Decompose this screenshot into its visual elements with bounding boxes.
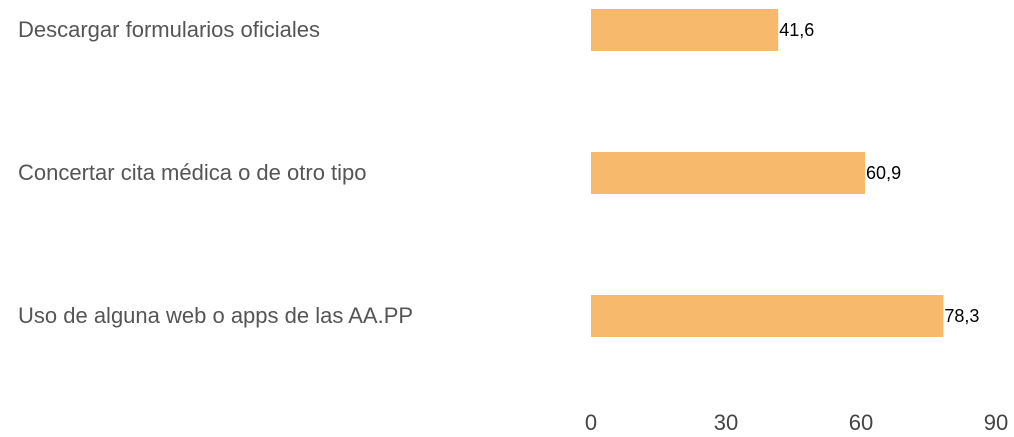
value-label: 78,3 bbox=[944, 306, 979, 326]
bar bbox=[591, 9, 779, 51]
value-label: 41,6 bbox=[779, 20, 814, 40]
category-label: Concertar cita médica o de otro tipo bbox=[18, 160, 367, 185]
x-tick-label: 30 bbox=[714, 410, 738, 435]
category-label: Uso de alguna web o apps de las AA.PP bbox=[18, 303, 413, 328]
category-label: Descargar formularios oficiales bbox=[18, 17, 320, 42]
bar bbox=[591, 152, 866, 194]
value-label: 60,9 bbox=[866, 163, 901, 183]
x-tick-label: 0 bbox=[585, 410, 597, 435]
bar bbox=[591, 295, 944, 337]
x-tick-label: 90 bbox=[984, 410, 1008, 435]
x-tick-label: 60 bbox=[849, 410, 873, 435]
